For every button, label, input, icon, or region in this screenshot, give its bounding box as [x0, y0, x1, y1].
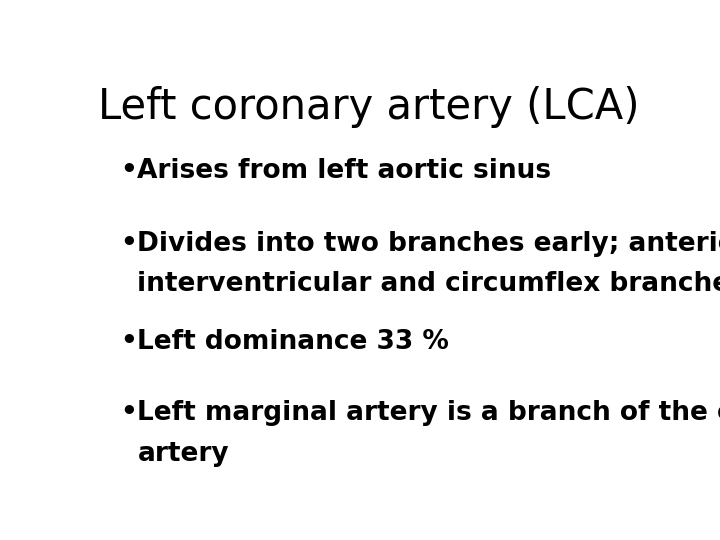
Text: Left dominance 33 %: Left dominance 33 %	[138, 329, 449, 355]
Text: artery: artery	[138, 441, 229, 467]
Text: •: •	[121, 400, 138, 426]
Text: Left marginal artery is a branch of the circumflex: Left marginal artery is a branch of the …	[138, 400, 720, 426]
Text: Divides into two branches early; anterior: Divides into two branches early; anterio…	[138, 231, 720, 257]
Text: Left coronary artery (LCA): Left coronary artery (LCA)	[98, 85, 640, 127]
Text: interventricular and circumflex branches: interventricular and circumflex branches	[138, 271, 720, 296]
Text: •: •	[121, 231, 138, 257]
Text: •: •	[121, 329, 138, 355]
Text: •: •	[121, 158, 138, 184]
Text: Arises from left aortic sinus: Arises from left aortic sinus	[138, 158, 552, 184]
